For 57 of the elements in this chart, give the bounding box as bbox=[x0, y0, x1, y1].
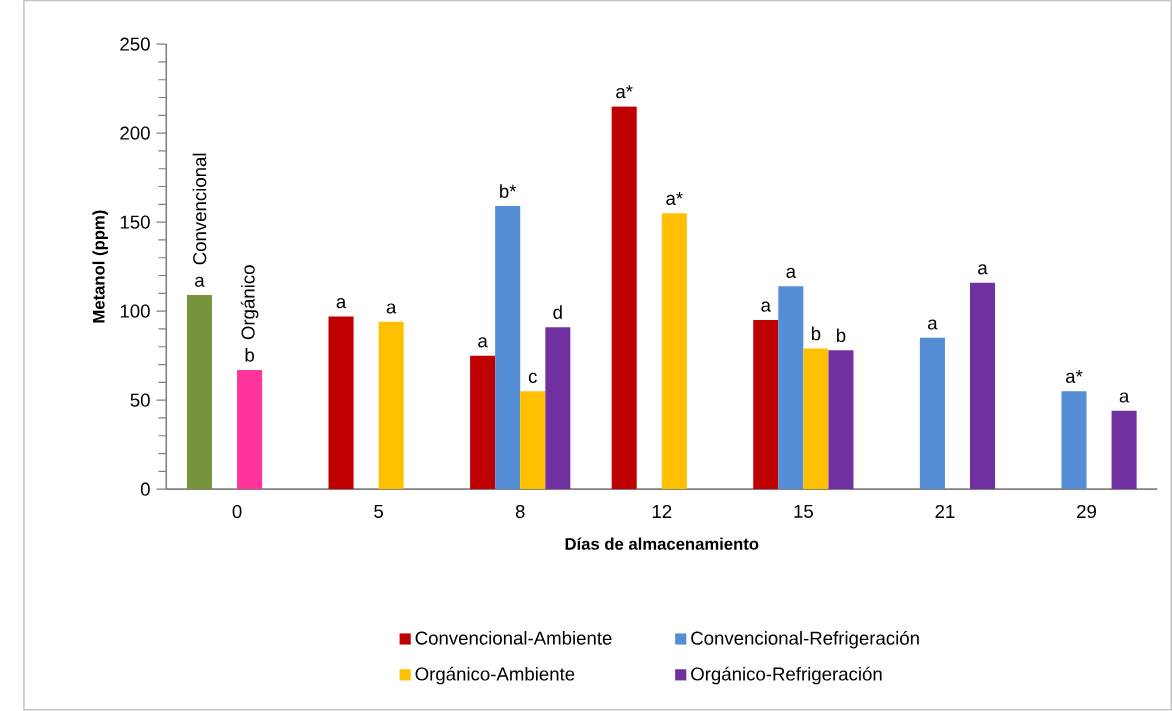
x-tick-label: 29 bbox=[1077, 505, 1096, 519]
bar bbox=[919, 338, 945, 490]
bar bbox=[545, 327, 571, 490]
bar bbox=[1061, 391, 1087, 490]
bar bbox=[378, 321, 404, 490]
x-tick-label: 5 bbox=[374, 505, 384, 519]
bar bbox=[611, 106, 637, 490]
legend-label: Convencional-Ambiente bbox=[415, 631, 612, 645]
legend-label: Convencional-Refrigeración bbox=[691, 631, 919, 649]
bar bbox=[186, 295, 212, 490]
data-label: a bbox=[1119, 392, 1130, 403]
data-label: b bbox=[245, 348, 254, 362]
data-label: c bbox=[528, 372, 537, 384]
legend-label: Orgánico-Refrigeración bbox=[691, 666, 882, 685]
data-label: a bbox=[336, 298, 347, 309]
bar bbox=[237, 370, 263, 490]
text: Orgánico bbox=[240, 265, 259, 340]
y-tick-label: 200 bbox=[120, 126, 150, 140]
data-label: b bbox=[811, 326, 821, 341]
x-tick-label: 0 bbox=[232, 505, 242, 519]
data-label: a bbox=[786, 267, 797, 279]
bar bbox=[970, 282, 996, 490]
data-label: a bbox=[928, 319, 938, 330]
bar bbox=[1111, 410, 1137, 490]
data-label: a bbox=[978, 264, 988, 275]
x-tick-label: 8 bbox=[515, 505, 525, 519]
data-label: b bbox=[836, 328, 846, 343]
data-label: a bbox=[761, 301, 771, 312]
data-label: a* bbox=[666, 192, 683, 206]
y-tick-label: 150 bbox=[120, 215, 150, 229]
data-label: d bbox=[553, 305, 562, 320]
bar bbox=[753, 320, 779, 490]
bar bbox=[495, 206, 521, 490]
text: Convencional bbox=[192, 153, 207, 265]
bar bbox=[328, 316, 354, 490]
x-tick-label: 12 bbox=[652, 505, 672, 519]
data-label: a bbox=[195, 276, 205, 288]
y-tick-label: 250 bbox=[120, 37, 150, 51]
data-label: b* bbox=[500, 184, 517, 199]
x-tick-label: 21 bbox=[935, 505, 955, 519]
bar bbox=[661, 213, 687, 490]
bar bbox=[778, 286, 804, 490]
bar bbox=[803, 348, 829, 490]
data-label: a* bbox=[616, 85, 633, 99]
bar bbox=[520, 391, 546, 490]
legend-label: Orgánico-Ambiente bbox=[415, 666, 575, 685]
data-label: a* bbox=[1065, 370, 1083, 384]
bar bbox=[470, 355, 496, 490]
y-tick-label: 0 bbox=[140, 482, 150, 496]
y-tick-label: 100 bbox=[120, 304, 150, 318]
x-tick-label: 15 bbox=[794, 505, 813, 519]
y-tick-label: 50 bbox=[130, 393, 150, 407]
data-label: a bbox=[386, 303, 397, 314]
data-label: a bbox=[478, 337, 488, 348]
x-axis-title: Días de almacenamiento bbox=[565, 537, 759, 550]
bar bbox=[828, 350, 854, 490]
y-axis-title: Metanol (ppm) bbox=[92, 210, 108, 323]
